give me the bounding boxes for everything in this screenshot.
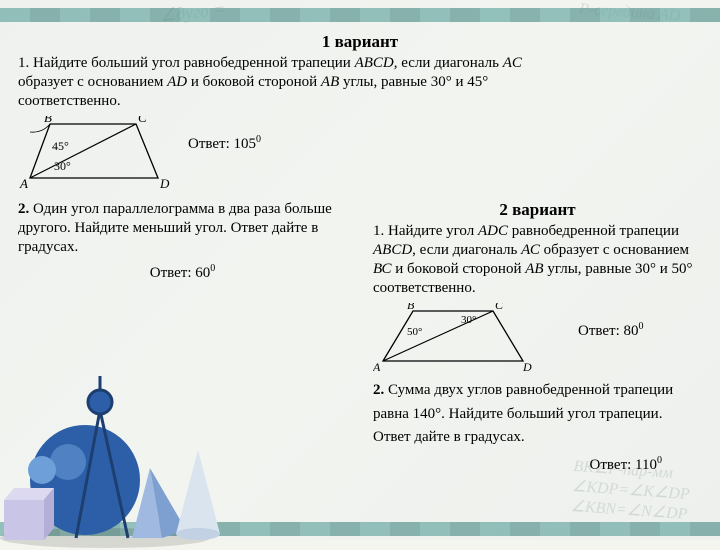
trapezoid-diagram-1: 45° 30° A B C D bbox=[18, 116, 178, 194]
p1-ab: AB bbox=[321, 74, 339, 90]
variant2-diagram-row: 30° 50° A B C D Ответ: 800 bbox=[373, 303, 702, 373]
v2a1-deg: 0 bbox=[639, 321, 644, 332]
v2p1-bc: ВС bbox=[373, 261, 391, 277]
v2a2-label: Ответ: bbox=[590, 457, 636, 473]
a2-deg: 0 bbox=[210, 263, 215, 274]
p1-t4: и боковой стороной bbox=[187, 74, 321, 90]
p1-num: 1. bbox=[18, 55, 29, 71]
p2-text: Один угол па­рал­ле­ло­грам­ма в два раз… bbox=[18, 201, 332, 255]
ang45-label: 45° bbox=[52, 139, 69, 153]
variant2-answer2: Ответ: 1100 bbox=[373, 455, 702, 474]
lblD: D bbox=[159, 176, 170, 191]
variant1-diagram-row: 45° 30° A B C D Ответ: 1050 bbox=[18, 116, 702, 194]
p1-ac: AC bbox=[503, 55, 522, 71]
v2p1-ab: АВ bbox=[525, 261, 543, 277]
v2D: D bbox=[522, 360, 532, 373]
v2a1-val: 80 bbox=[624, 323, 639, 339]
v2p1-num: 1. bbox=[373, 223, 384, 239]
a1-deg: 0 bbox=[256, 134, 261, 145]
a2-label: Ответ: bbox=[150, 265, 196, 281]
variant1-problem2: 2. Один угол па­рал­ле­ло­грам­ма в два … bbox=[18, 200, 347, 256]
v2p1-adc: АDС bbox=[478, 223, 508, 239]
variant1-col2: 2. Один угол па­рал­ле­ло­грам­ма в два … bbox=[18, 200, 347, 281]
shapes-illustration bbox=[0, 350, 220, 550]
v2p1-t3: , если диа­го­наль bbox=[412, 242, 521, 258]
v2p1-t1: Най­ди­те угол bbox=[388, 223, 478, 239]
variant2-problem1: 1. Най­ди­те угол АDС рав­но­бед­рен­ной… bbox=[373, 222, 702, 297]
variant2-problem2: 2. Сумма двух углов рав­но­бед­рен­ной т… bbox=[373, 379, 702, 449]
a1-label: Ответ: bbox=[188, 136, 234, 152]
v2p1-t4: об­ра­зу­ет с ос­но­ва­ни­ем bbox=[540, 242, 689, 258]
p1-ad: AD bbox=[167, 74, 187, 90]
lblA: A bbox=[19, 176, 28, 191]
variant2-answer1: Ответ: 800 bbox=[578, 321, 644, 340]
v2p2-text: Сумма двух углов рав­но­бед­рен­ной тра­… bbox=[373, 382, 673, 445]
v2a2-deg: 0 bbox=[657, 455, 662, 466]
variant2-col: 2 вариант 1. Най­ди­те угол АDС рав­но­б… bbox=[373, 200, 702, 474]
v2C: C bbox=[495, 303, 504, 312]
v2-ang30: 30° bbox=[461, 314, 476, 326]
variant1-answer1: Ответ: 1050 bbox=[188, 134, 261, 153]
p1-abcd: ABCD bbox=[355, 55, 394, 71]
v2p1-t5: и бо­ко­вой сто­ро­ной bbox=[391, 261, 525, 277]
trapezoid-diagram-2: 30° 50° A B C D bbox=[373, 303, 538, 373]
ang30-label: 30° bbox=[54, 159, 71, 173]
p1-t3: образует с основанием bbox=[18, 74, 167, 90]
v2B: B bbox=[407, 303, 415, 312]
a1-val: 105 bbox=[234, 136, 257, 152]
v2a2-val: 110 bbox=[635, 457, 657, 473]
v2p2-num: 2. bbox=[373, 382, 384, 398]
p2-num: 2. bbox=[18, 201, 29, 217]
v2p1-t2: рав­но­бед­рен­ной тра­пе­ции bbox=[508, 223, 679, 239]
v2A: A bbox=[373, 360, 381, 373]
lblC: C bbox=[138, 116, 147, 125]
variant2-title: 2 вариант bbox=[373, 200, 702, 220]
v2a1-label: Ответ: bbox=[578, 323, 624, 339]
v2p1-ac: АС bbox=[521, 242, 540, 258]
variant1-title: 1 вариант bbox=[18, 32, 702, 52]
lblB: B bbox=[44, 116, 52, 125]
a2-val: 60 bbox=[195, 265, 210, 281]
v2p1-abcd: ABCD bbox=[373, 242, 412, 258]
p1-t2: , если диагональ bbox=[394, 55, 503, 71]
variant1-problem1: 1. Найдите больший угол равнобедренной т… bbox=[18, 54, 538, 110]
v2-ang50: 50° bbox=[407, 326, 422, 338]
variant1-answer2: Ответ: 600 bbox=[18, 263, 347, 282]
p1-t1: Найдите больший угол равнобедренной трап… bbox=[33, 55, 355, 71]
